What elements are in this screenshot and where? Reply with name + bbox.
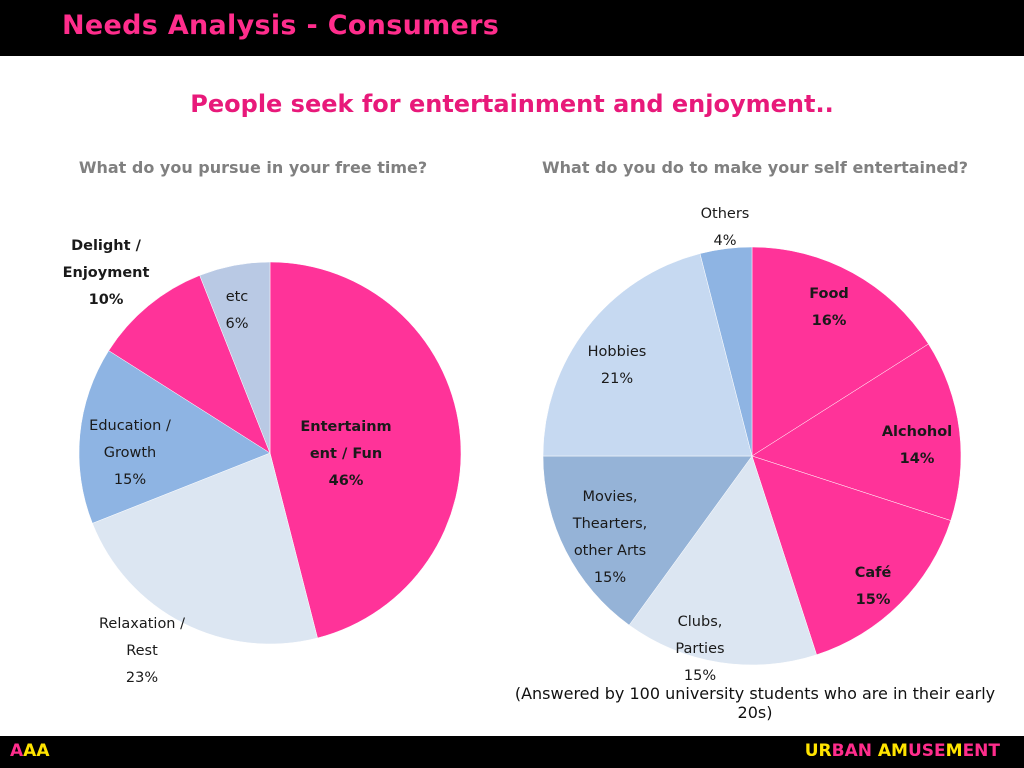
slice-name-label: Clubs, <box>678 614 723 630</box>
slice-name-label: Café <box>855 565 892 581</box>
slice-label: Alchohol 14% <box>882 424 952 467</box>
brand-text-part: M <box>945 741 963 761</box>
brand-text-part: ENT <box>962 741 1000 761</box>
slice-name-label: Alchohol <box>882 424 952 440</box>
slice-label: Others 4% <box>701 206 750 249</box>
slice-label: Hobbies 21% <box>588 344 647 387</box>
slice-name-label: Others <box>701 206 750 222</box>
slice-label: Food 16% <box>809 286 849 329</box>
slice-value-label: 10% <box>89 292 124 308</box>
slice-name-label: Enjoyment <box>63 265 150 281</box>
chart1-title: What do you pursue in your free time? <box>78 158 428 177</box>
slice-label: Entertainm ent / Fun 46% <box>300 419 391 489</box>
pie-slice <box>108 275 271 454</box>
slice-label: Education / Growth 15% <box>89 418 171 488</box>
chart2-title: What do you do to make your self enterta… <box>542 158 968 177</box>
pie-slice <box>78 350 271 524</box>
pie-slice <box>628 455 817 666</box>
slice-name-label: etc <box>226 289 249 305</box>
slice-label: Relaxation / Rest 23% <box>99 616 185 686</box>
slice-value-label: 21% <box>601 371 633 387</box>
pie-slice <box>269 261 462 639</box>
slice-value-label: 4% <box>713 233 736 249</box>
slice-name-label: other Arts <box>574 543 646 559</box>
slice-value-label: 6% <box>225 316 248 332</box>
slice-label: Clubs, Parties 15% <box>675 614 724 684</box>
slice-name-label: Education / <box>89 418 171 434</box>
slice-value-label: 14% <box>900 451 935 467</box>
brand-text-part: UR <box>804 741 832 761</box>
pie-slice <box>751 246 929 457</box>
pie-slice <box>542 253 753 457</box>
slice-name-label: Delight / <box>71 238 141 254</box>
slice-name-label: Relaxation / <box>99 616 185 632</box>
slice-value-label: 46% <box>329 473 364 489</box>
slice-value-label: 16% <box>812 313 847 329</box>
header-bar: Needs Analysis - Consumers <box>0 0 1024 56</box>
page-title: Needs Analysis - Consumers <box>62 10 500 41</box>
slice-name-label: Entertainm <box>300 419 391 435</box>
brand-logo-left: AAA <box>10 741 50 761</box>
slice-value-label: 15% <box>114 472 146 488</box>
pie-slice <box>92 452 318 645</box>
pie-slice <box>751 343 962 521</box>
slice-label: Café 15% <box>855 565 892 608</box>
pie-slice <box>751 455 952 656</box>
slice-value-label: 15% <box>684 668 716 684</box>
slice-name-label: Rest <box>126 643 158 659</box>
brand-text-part: A <box>10 741 24 761</box>
pie-slice <box>199 261 271 454</box>
brand-text-part: USE <box>907 741 946 761</box>
slice-name-label: Growth <box>104 445 157 461</box>
slice-name-label: Thearters, <box>572 516 648 532</box>
slice-name-label: Movies, <box>582 489 637 505</box>
brand-text-part: BAN <box>831 741 878 761</box>
slice-value-label: 23% <box>126 670 158 686</box>
headline: People seek for entertainment and enjoym… <box>190 90 834 118</box>
pie-slice <box>699 246 753 457</box>
brand-text-part: AA <box>23 741 50 761</box>
slice-label: Delight / Enjoyment 10% <box>63 238 150 308</box>
slice-name-label: Hobbies <box>588 344 647 360</box>
slice-label: Movies, Thearters, other Arts 15% <box>572 489 648 586</box>
slice-value-label: 15% <box>856 592 891 608</box>
brand-text-part: AM <box>877 741 908 761</box>
slice-value-label: 15% <box>594 570 626 586</box>
brand-logo-right: URBAN AMUSEMENT <box>805 741 1000 761</box>
slice-name-label: Food <box>809 286 849 302</box>
pie-slice <box>542 455 753 626</box>
footer-bar: AAA URBAN AMUSEMENT <box>0 736 1024 768</box>
slice-name-label: ent / Fun <box>310 446 382 462</box>
slice-name-label: Parties <box>675 641 724 657</box>
survey-footnote: (Answered by 100 university students who… <box>514 684 996 722</box>
slice-label: etc 6% <box>225 289 248 332</box>
